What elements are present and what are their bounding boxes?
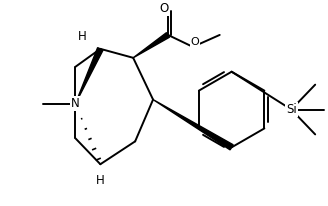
Text: O: O <box>159 2 169 15</box>
Polygon shape <box>75 48 103 104</box>
Text: Si: Si <box>286 103 297 116</box>
Text: H: H <box>96 174 105 187</box>
Polygon shape <box>133 33 170 58</box>
Polygon shape <box>153 99 233 150</box>
Text: O: O <box>191 37 199 47</box>
Text: N: N <box>71 97 80 110</box>
Text: H: H <box>78 30 87 43</box>
